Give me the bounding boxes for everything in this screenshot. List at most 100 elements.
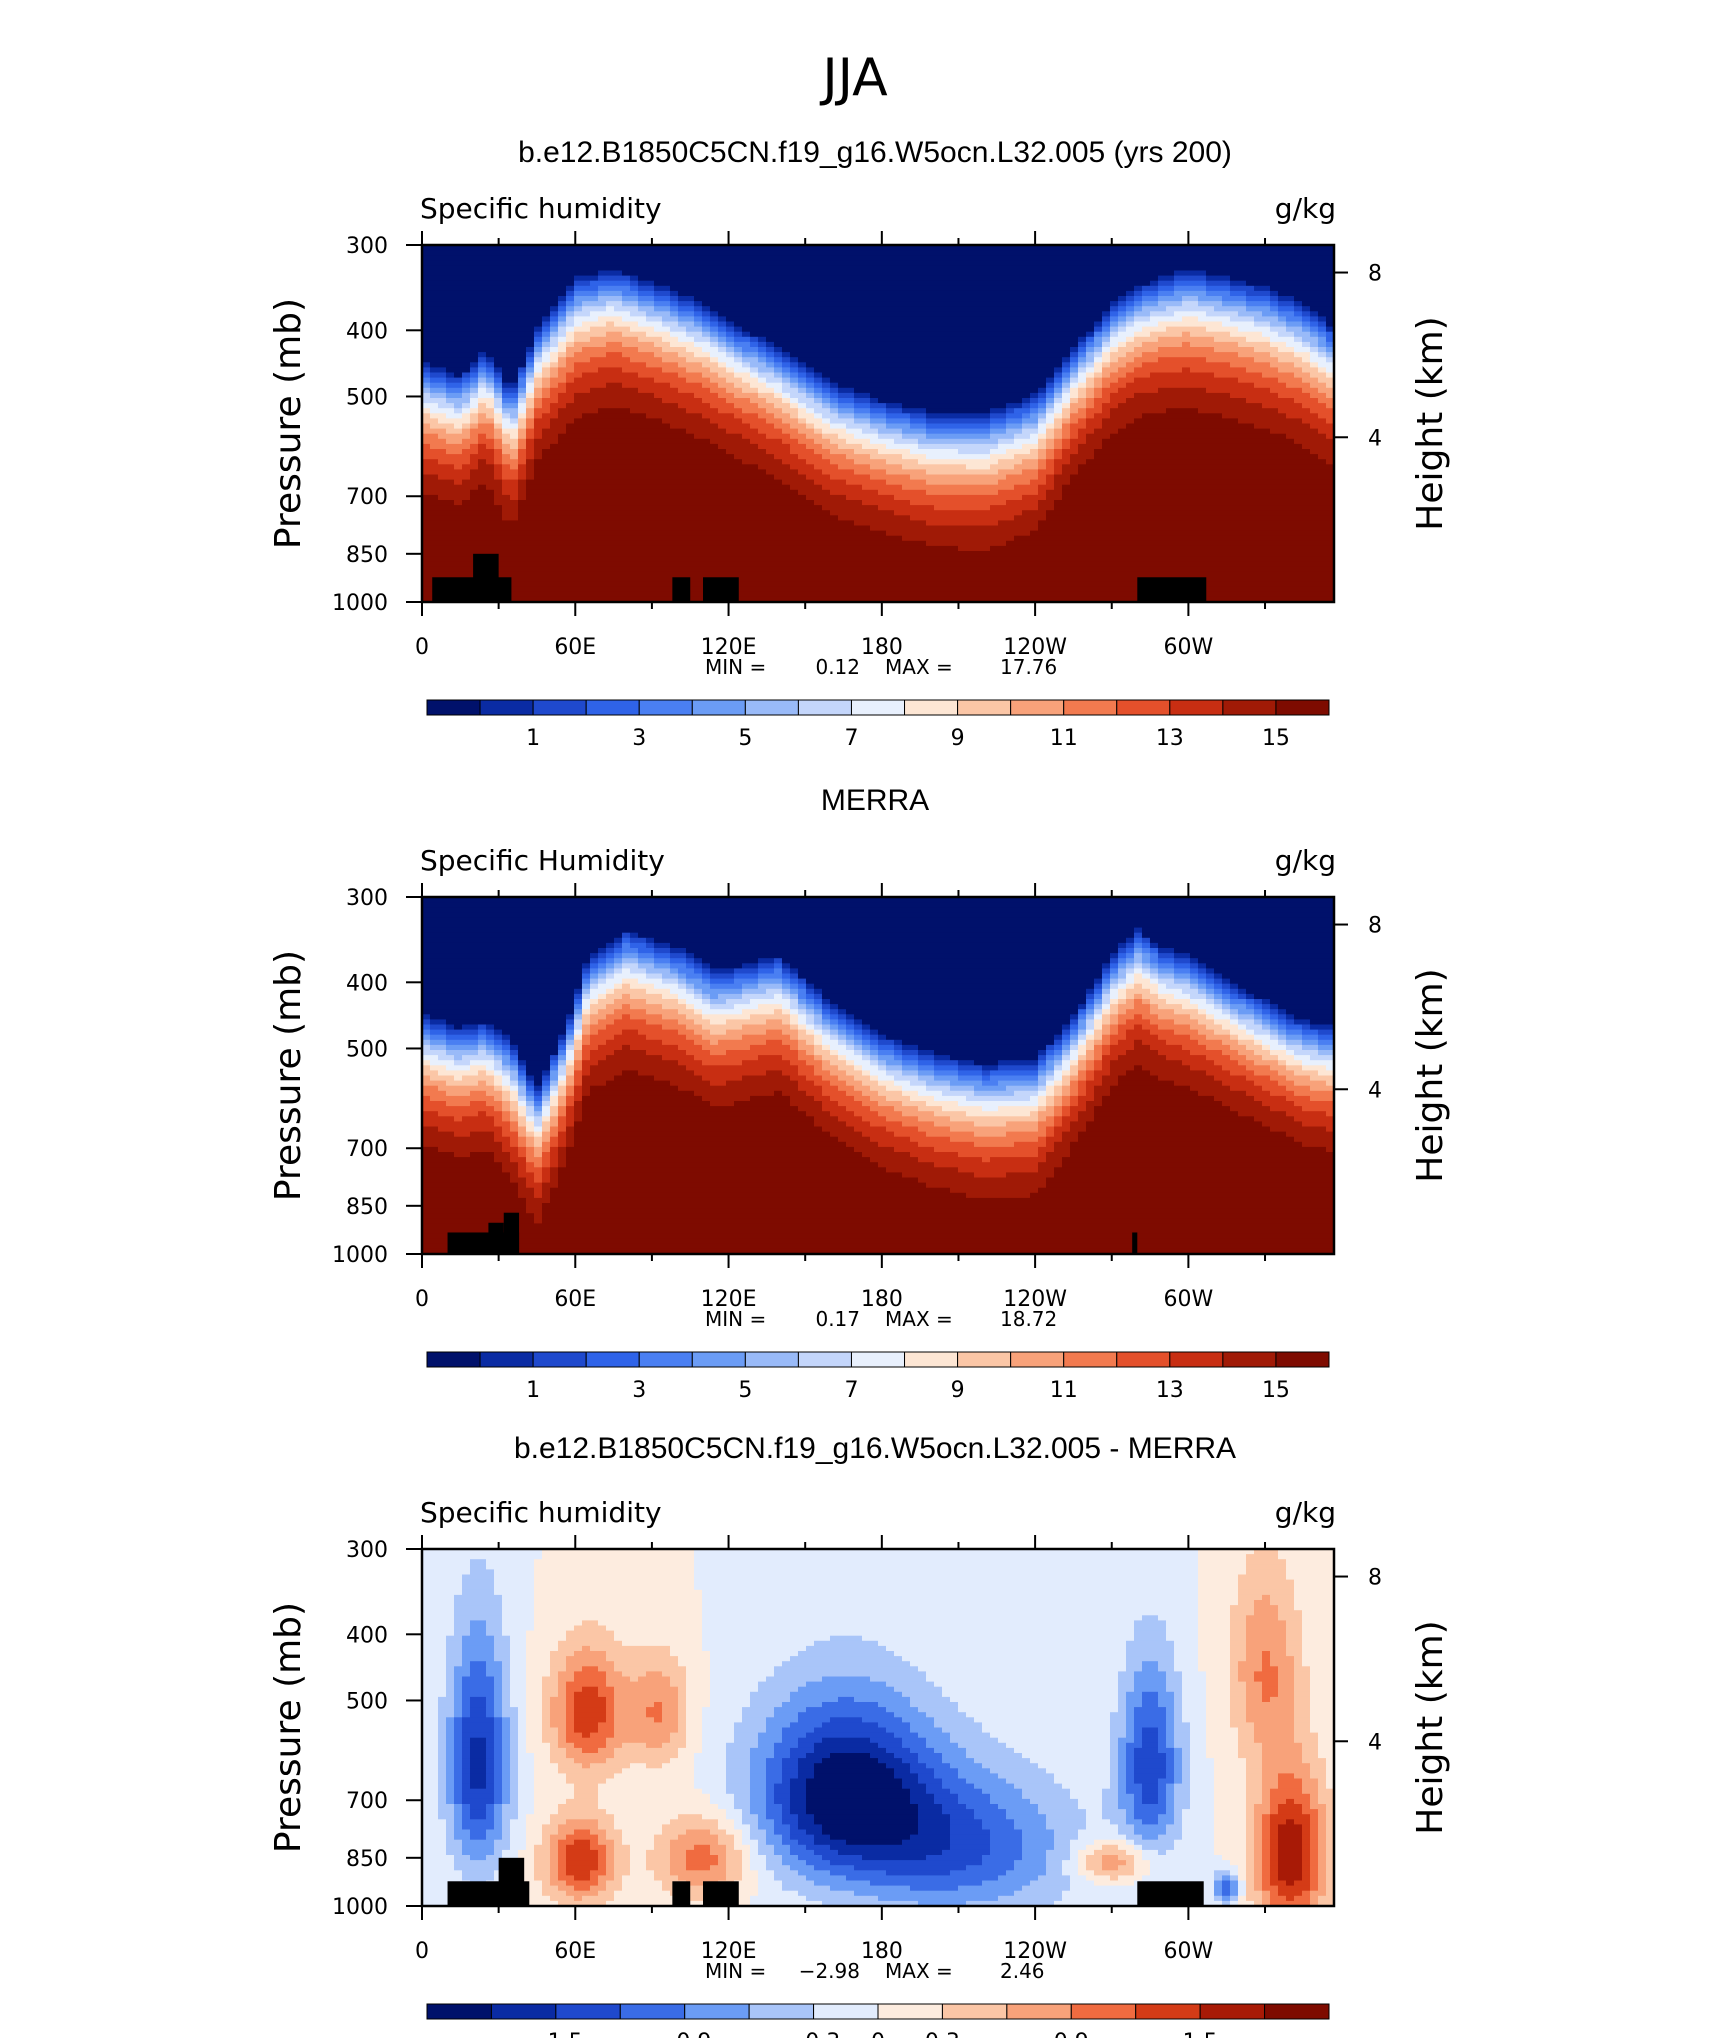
contour-cell xyxy=(534,327,543,333)
contour-cell xyxy=(702,286,711,292)
contour-cell xyxy=(654,439,663,445)
contour-cell xyxy=(614,490,623,496)
contour-cell xyxy=(606,388,615,394)
contour-cell xyxy=(582,459,591,465)
contour-cell xyxy=(462,485,471,491)
contour-cell xyxy=(566,286,575,292)
contour-cell xyxy=(422,531,431,537)
contour-cell xyxy=(630,311,639,317)
contour-cell xyxy=(550,250,559,256)
contour-cell xyxy=(646,469,655,475)
contour-cell xyxy=(670,480,679,486)
contour-cell xyxy=(574,541,583,547)
contour-cell xyxy=(630,490,639,496)
contour-cell xyxy=(566,587,575,593)
contour-cell xyxy=(582,373,591,379)
contour-cell xyxy=(574,276,583,282)
contour-cell xyxy=(558,342,567,348)
contour-cell xyxy=(686,342,695,348)
contour-cell xyxy=(534,342,543,348)
contour-cell xyxy=(526,500,535,506)
contour-cell xyxy=(630,500,639,506)
contour-cell xyxy=(462,403,471,409)
contour-cell xyxy=(702,327,711,333)
contour-cell xyxy=(614,500,623,506)
contour-cell xyxy=(502,367,511,373)
contour-cell xyxy=(710,342,719,348)
contour-cell xyxy=(422,250,431,256)
contour-cell xyxy=(702,311,711,317)
contour-cell xyxy=(470,398,479,404)
contour-cell xyxy=(558,490,567,496)
contour-cell xyxy=(558,357,567,363)
contour-cell xyxy=(454,316,463,322)
contour-cell xyxy=(494,408,503,414)
contour-cell xyxy=(454,531,463,537)
contour-cell xyxy=(630,429,639,435)
contour-cell xyxy=(550,301,559,307)
contour-cell xyxy=(638,373,647,379)
contour-cell xyxy=(550,495,559,501)
contour-cell xyxy=(422,286,431,292)
contour-cell xyxy=(574,561,583,567)
contour-cell xyxy=(598,475,607,481)
contour-cell xyxy=(502,250,511,256)
contour-cell xyxy=(590,495,599,501)
contour-cell xyxy=(630,393,639,399)
contour-cell xyxy=(518,291,527,297)
contour-cell xyxy=(446,520,455,526)
contour-cell xyxy=(462,260,471,266)
contour-cell xyxy=(654,352,663,358)
contour-cell xyxy=(558,281,567,287)
contour-cell xyxy=(702,393,711,399)
contour-cell xyxy=(438,475,447,481)
contour-cell xyxy=(430,541,439,547)
contour-cell xyxy=(494,281,503,287)
contour-cell xyxy=(502,281,511,287)
contour-cell xyxy=(518,444,527,450)
contour-cell xyxy=(646,490,655,496)
contour-cell xyxy=(614,505,623,511)
contour-cell xyxy=(430,373,439,379)
contour-cell xyxy=(550,418,559,424)
contour-cell xyxy=(590,296,599,302)
contour-cell xyxy=(558,510,567,516)
contour-cell xyxy=(550,582,559,588)
contour-cell xyxy=(574,495,583,501)
contour-cell xyxy=(654,398,663,404)
contour-cell xyxy=(646,551,655,557)
contour-cell xyxy=(550,276,559,282)
contour-cell xyxy=(558,265,567,271)
contour-cell xyxy=(486,459,495,465)
contour-cell xyxy=(598,383,607,389)
contour-cell xyxy=(478,485,487,491)
contour-cell xyxy=(510,271,519,277)
contour-cell xyxy=(534,393,543,399)
contour-cell xyxy=(702,260,711,266)
contour-cell xyxy=(574,316,583,322)
contour-cell xyxy=(710,403,719,409)
contour-cell xyxy=(574,577,583,583)
contour-cell xyxy=(622,362,631,368)
contour-cell xyxy=(598,556,607,562)
contour-cell xyxy=(558,434,567,440)
contour-cell xyxy=(518,495,527,501)
contour-cell xyxy=(598,403,607,409)
contour-cell xyxy=(662,362,671,368)
contour-cell xyxy=(614,485,623,491)
contour-cell xyxy=(686,536,695,542)
contour-cell xyxy=(542,311,551,317)
contour-cell xyxy=(518,342,527,348)
contour-cell xyxy=(590,566,599,572)
contour-cell xyxy=(502,424,511,430)
contour-cell xyxy=(694,316,703,322)
contour-cell xyxy=(702,505,711,511)
contour-cell xyxy=(454,347,463,353)
contour-cell xyxy=(502,306,511,312)
contour-cell xyxy=(462,531,471,537)
contour-cell xyxy=(534,265,543,271)
contour-cell xyxy=(638,357,647,363)
contour-cell xyxy=(574,265,583,271)
contour-cell xyxy=(670,551,679,557)
contour-cell xyxy=(638,541,647,547)
